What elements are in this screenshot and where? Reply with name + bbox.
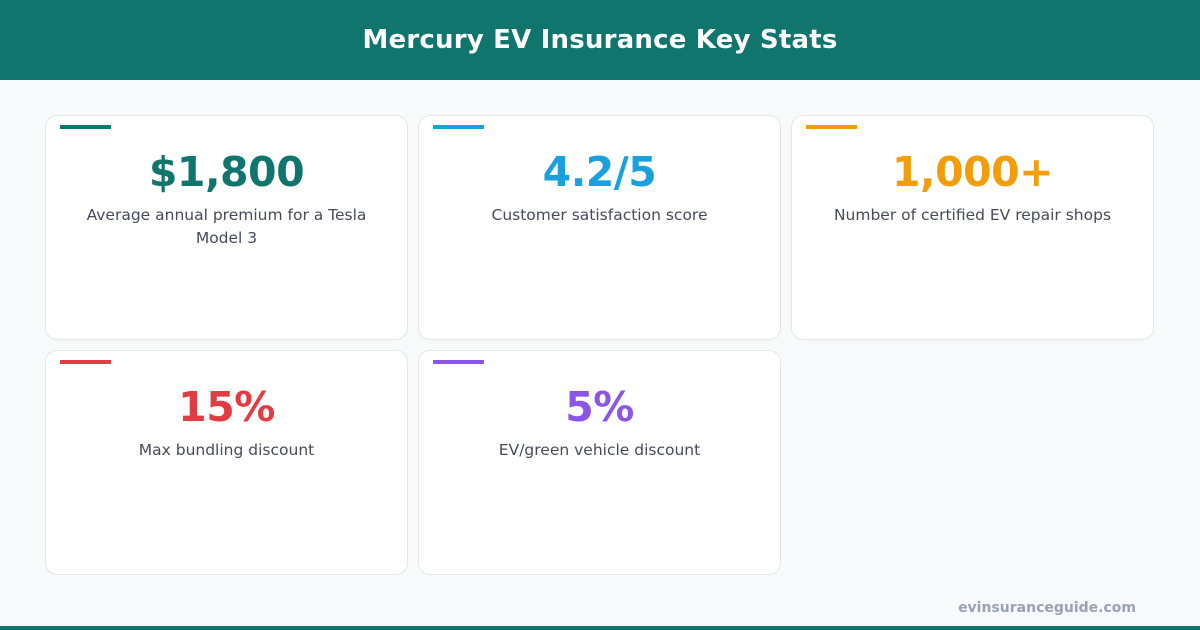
stat-card: 1,000+ Number of certified EV repair sho… — [791, 115, 1154, 340]
page-title: Mercury EV Insurance Key Stats — [362, 25, 838, 55]
accent-bar — [806, 125, 857, 129]
stat-value: 1,000+ — [891, 148, 1054, 196]
footer-site-link: evinsuranceguide.com — [958, 600, 1136, 616]
stat-card: $1,800 Average annual premium for a Tesl… — [45, 115, 408, 340]
stat-value: 4.2/5 — [542, 148, 657, 196]
stat-value: $1,800 — [148, 148, 305, 196]
stat-label: Max bundling discount — [138, 441, 315, 459]
accent-bar — [60, 360, 111, 364]
stat-label: Customer satisfaction score — [491, 206, 708, 224]
stat-value: 15% — [178, 383, 275, 431]
accent-bar — [433, 360, 484, 364]
stat-card: 15% Max bundling discount — [45, 350, 408, 575]
stat-label: Average annual premium for a Tesla Model… — [86, 206, 367, 247]
stat-card: 5% EV/green vehicle discount — [418, 350, 781, 575]
accent-bar — [60, 125, 111, 129]
stat-label: EV/green vehicle discount — [498, 441, 701, 459]
stat-label: Number of certified EV repair shops — [833, 206, 1112, 224]
header: Mercury EV Insurance Key Stats — [0, 0, 1200, 80]
bottom-bar — [0, 626, 1200, 630]
stat-card: 4.2/5 Customer satisfaction score — [418, 115, 781, 340]
stat-value: 5% — [565, 383, 634, 431]
accent-bar — [433, 125, 484, 129]
